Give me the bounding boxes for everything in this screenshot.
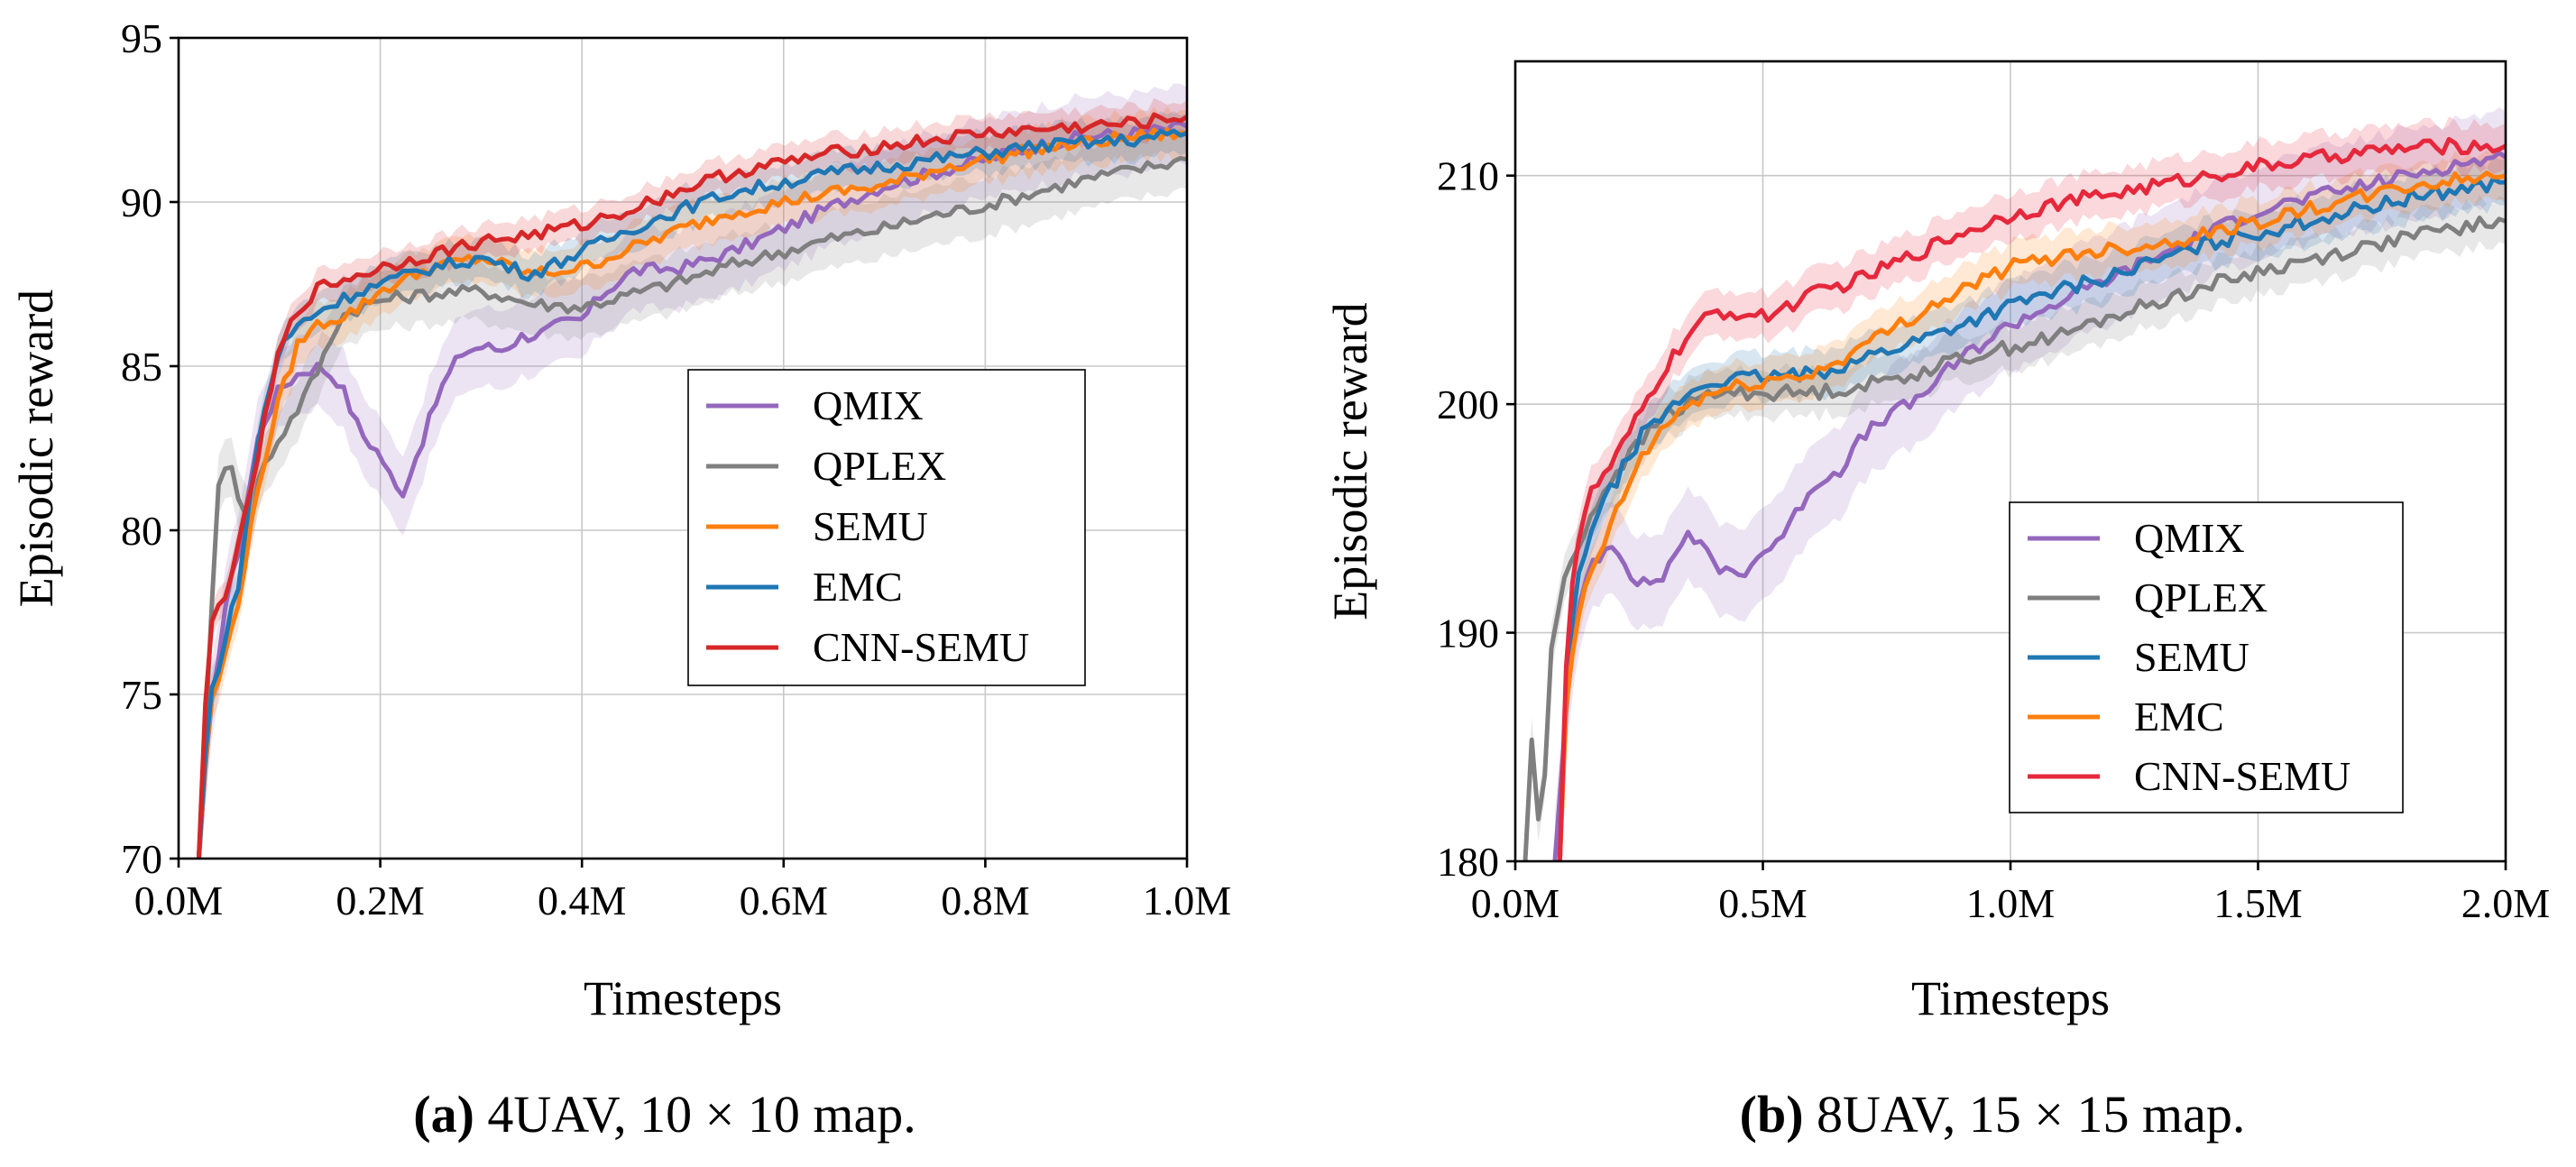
legend-label: QMIX — [2134, 515, 2245, 561]
x-tick-label: 0.2M — [336, 878, 424, 923]
x-tick-label: 0.0M — [134, 878, 223, 923]
legend-label: EMC — [813, 564, 903, 610]
plot-area — [1523, 106, 2506, 861]
x-tick-label: 1.0M — [1143, 878, 1231, 923]
series-line-semu — [1557, 176, 2506, 861]
legend: QMIX QPLEX SEMU EMC CNN-SEMU — [2009, 501, 2404, 813]
caption-text: 4UAV, 10 × 10 map. — [474, 1085, 916, 1144]
series-line-emc — [196, 128, 1187, 859]
x-axis-label: Timesteps — [584, 971, 782, 1025]
legend-label: SEMU — [813, 503, 928, 549]
x-tick-label: 0.5M — [1718, 880, 1807, 926]
x-axis-label: Timesteps — [1911, 971, 2110, 1025]
legend: QMIX QPLEX SEMU EMC CNN-SEMU — [687, 369, 1086, 686]
legend-label: QPLEX — [2134, 574, 2268, 620]
x-tick-label: 1.5M — [2213, 880, 2302, 926]
y-tick-label: 70 — [121, 836, 162, 882]
chart-a: 0.0M 0.2M 0.4M 0.6M 0.8M 1.0M 70 75 80 85 90 95 Time… — [9, 15, 1231, 1144]
y-tick-label: 80 — [121, 508, 162, 554]
series-line-cnn-semu — [196, 112, 1187, 859]
plot-frame — [177, 36, 1189, 860]
series-line-emc — [1557, 170, 2506, 861]
x-tick-label: 0.4M — [538, 878, 626, 923]
legend-label: EMC — [2134, 694, 2224, 740]
x-tick-label: 2.0M — [2461, 880, 2550, 926]
caption: (a) 4UAV, 10 × 10 map. — [413, 1085, 915, 1144]
chart-b: 0.0M 0.5M 1.0M 1.5M 2.0M 180 190 200 210 Timestep… — [1323, 60, 2550, 1144]
x-tick-label: 0.6M — [740, 878, 828, 923]
series-line-qplex — [1523, 216, 2506, 861]
series-band — [198, 128, 1187, 859]
series-line-qmix — [196, 120, 1187, 859]
caption-tag: (b) — [1740, 1085, 1804, 1144]
series-line-qmix — [1552, 151, 2506, 861]
legend-label: SEMU — [2134, 634, 2249, 680]
caption-text: 8UAV, 15 × 15 map. — [1804, 1085, 2246, 1144]
y-tick-label: 90 — [121, 179, 162, 225]
legend-label: QPLEX — [813, 443, 946, 489]
y-axis-label: Episodic reward — [1323, 302, 1377, 620]
x-tick-label: 0.0M — [1471, 880, 1559, 926]
series-band — [198, 83, 1187, 859]
x-tick-label: 0.8M — [941, 878, 1029, 923]
legend-label: CNN-SEMU — [813, 624, 1029, 670]
legend-label: QMIX — [813, 382, 924, 428]
y-tick-label: 85 — [121, 344, 162, 390]
y-tick-label: 210 — [1437, 153, 1499, 199]
y-axis-label: Episodic reward — [9, 289, 63, 607]
y-tick-label: 75 — [121, 672, 162, 718]
series-line-cnn-semu — [1557, 136, 2506, 861]
y-tick-label: 200 — [1437, 381, 1499, 427]
caption: (b) 8UAV, 15 × 15 map. — [1740, 1085, 2246, 1144]
y-tick-label: 95 — [121, 15, 162, 61]
legend-label: CNN-SEMU — [2134, 753, 2351, 799]
plot-area — [196, 83, 1187, 859]
y-tick-label: 180 — [1437, 839, 1499, 885]
y-tick-label: 190 — [1437, 611, 1499, 657]
x-tick-label: 1.0M — [1966, 880, 2055, 926]
caption-tag: (a) — [413, 1085, 474, 1144]
series-band — [1554, 106, 2506, 861]
series-line-semu — [196, 127, 1187, 859]
